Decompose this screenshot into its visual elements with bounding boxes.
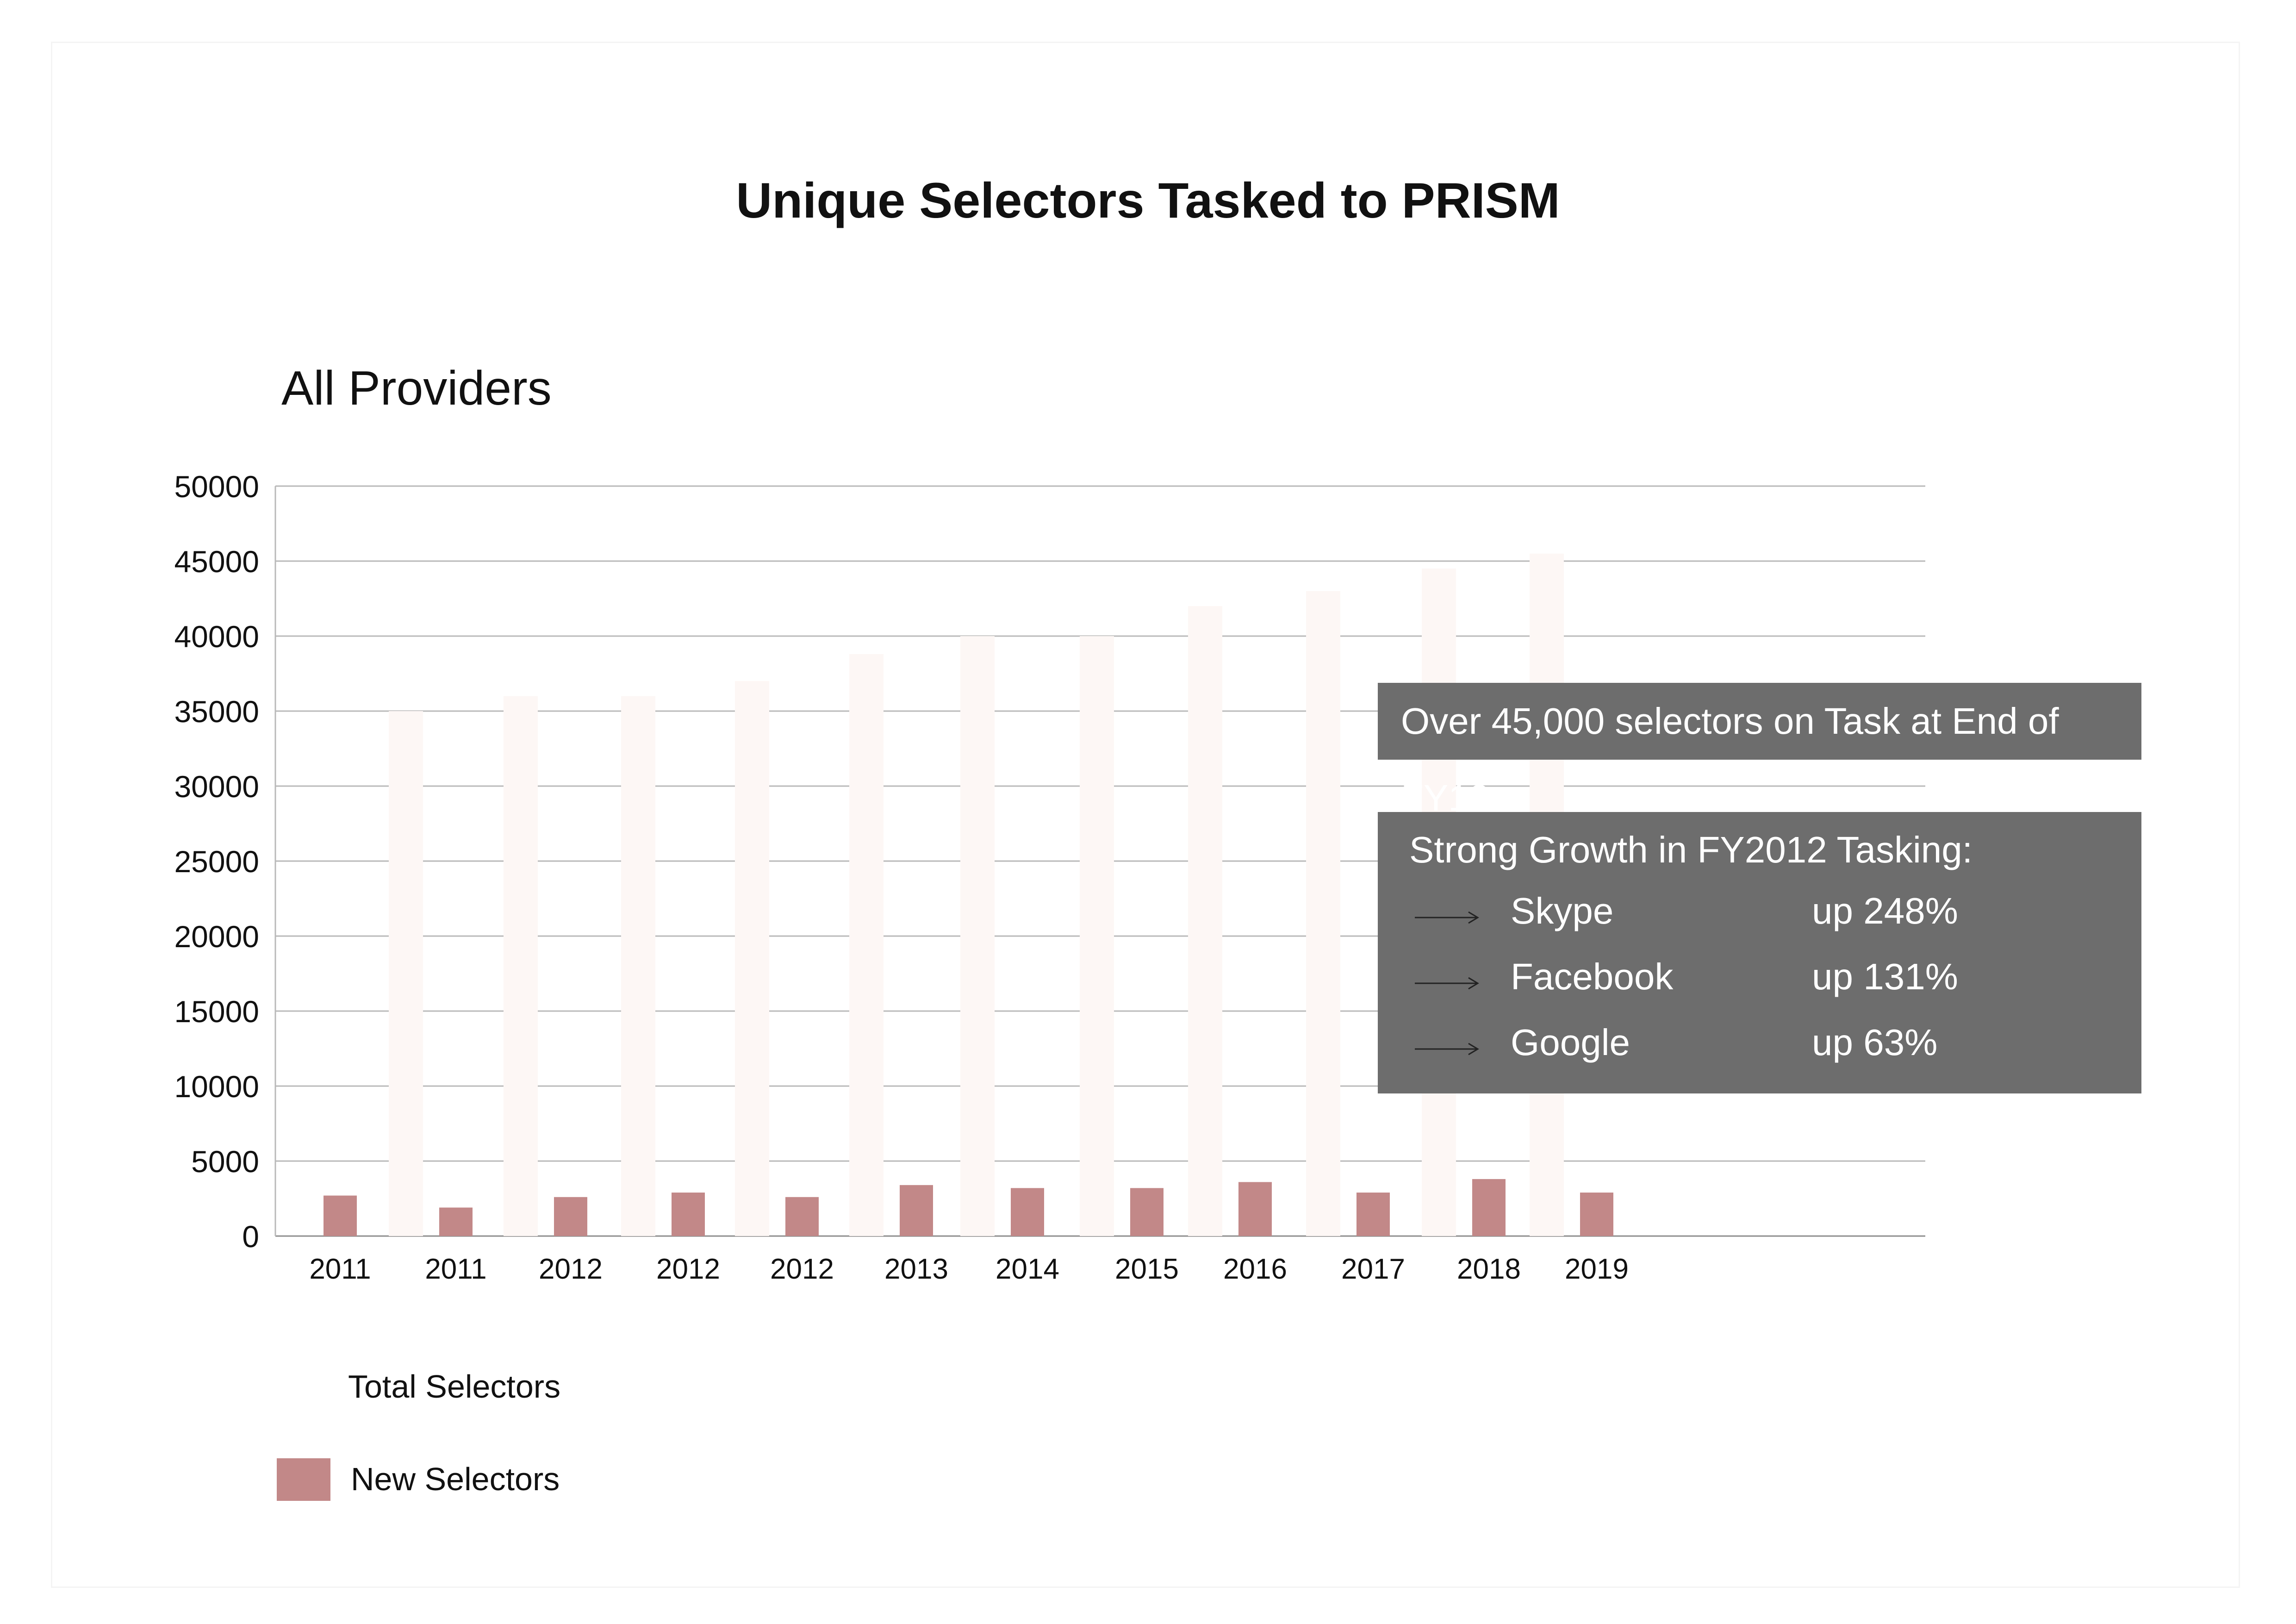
y-tick-label: 25000 [174, 844, 259, 879]
bar-new-selectors [672, 1193, 705, 1236]
bar-total-selectors [1080, 636, 1114, 1236]
x-tick-label: 2011 [425, 1253, 486, 1285]
growth-item-google: Google up 63% [1378, 1021, 2141, 1072]
chart-title: Unique Selectors Tasked to PRISM [736, 172, 1560, 228]
growth-item-name: Facebook [1511, 956, 1674, 997]
growth-item-facebook: Facebook up 131% [1378, 956, 2141, 1006]
legend-label-new: New Selectors [351, 1461, 560, 1497]
bar-total-selectors [504, 696, 538, 1236]
bar-new-selectors [1238, 1182, 1272, 1236]
chart-subtitle: All Providers [281, 362, 552, 415]
legend-swatch-new [277, 1458, 330, 1501]
page-frame [51, 42, 2240, 1588]
bar-total-selectors [1188, 606, 1222, 1236]
bar-total-selectors [389, 711, 423, 1236]
y-tick-label: 40000 [174, 619, 259, 654]
legend-swatch-total [277, 1366, 330, 1408]
headline-callout-text: Over 45,000 selectors on Task at End of … [1401, 700, 2059, 818]
y-tick-label: 15000 [174, 994, 259, 1029]
x-tick-label: 2011 [309, 1253, 371, 1285]
growth-item-value: up 63% [1812, 1022, 1938, 1063]
x-tick-label: 2013 [884, 1253, 948, 1285]
y-tick-label: 5000 [191, 1144, 259, 1179]
bar-new-selectors [439, 1207, 473, 1236]
bar-total-selectors [960, 636, 995, 1236]
growth-item-name: Skype [1511, 890, 1614, 931]
y-tick-label: 35000 [174, 694, 259, 729]
bar-new-selectors [900, 1185, 933, 1236]
x-tick-label: 2015 [1115, 1253, 1179, 1285]
x-tick-label: 2019 [1565, 1253, 1629, 1285]
growth-callout-title: Strong Growth in FY2012 Tasking: [1409, 829, 1972, 870]
y-tick-label: 0 [242, 1219, 259, 1254]
arrow-right-icon [1415, 977, 1479, 990]
growth-item-skype: Skype up 248% [1378, 890, 2141, 941]
bar-new-selectors [1011, 1188, 1044, 1236]
y-tick-label: 10000 [174, 1069, 259, 1104]
growth-item-value: up 248% [1812, 890, 1958, 931]
headline-callout: Over 45,000 selectors on Task at End of … [1378, 683, 2141, 818]
arrow-right-icon [1415, 911, 1479, 924]
bar-total-selectors [1306, 591, 1340, 1236]
x-tick-label: 2014 [996, 1253, 1059, 1285]
y-tick-label: 30000 [174, 769, 259, 804]
y-tick-label: 45000 [174, 544, 259, 579]
y-tick-label: 20000 [174, 919, 259, 954]
bar-new-selectors [1580, 1193, 1613, 1236]
x-tick-label: 2017 [1341, 1253, 1405, 1285]
growth-item-value: up 131% [1812, 956, 1958, 997]
bar-total-selectors [735, 681, 769, 1236]
x-tick-label: 2018 [1457, 1253, 1521, 1285]
bar-new-selectors [1472, 1179, 1506, 1236]
x-tick-label: 2016 [1223, 1253, 1287, 1285]
bar-total-selectors [849, 654, 884, 1236]
arrow-right-icon [1415, 1043, 1479, 1056]
bar-new-selectors [1130, 1188, 1164, 1236]
growth-callout: Strong Growth in FY2012 Tasking: Skype u… [1378, 812, 2141, 1093]
bar-total-selectors [621, 696, 655, 1236]
growth-item-name: Google [1511, 1022, 1630, 1063]
bar-new-selectors [1356, 1193, 1390, 1236]
bar-new-selectors [785, 1197, 819, 1236]
x-tick-label: 2012 [770, 1253, 834, 1285]
bar-new-selectors [324, 1195, 357, 1236]
y-tick-label: 50000 [174, 469, 259, 504]
legend-label-total: Total Selectors [348, 1368, 561, 1405]
bar-new-selectors [554, 1197, 587, 1236]
x-tick-label: 2012 [539, 1253, 603, 1285]
x-tick-label: 2012 [656, 1253, 720, 1285]
